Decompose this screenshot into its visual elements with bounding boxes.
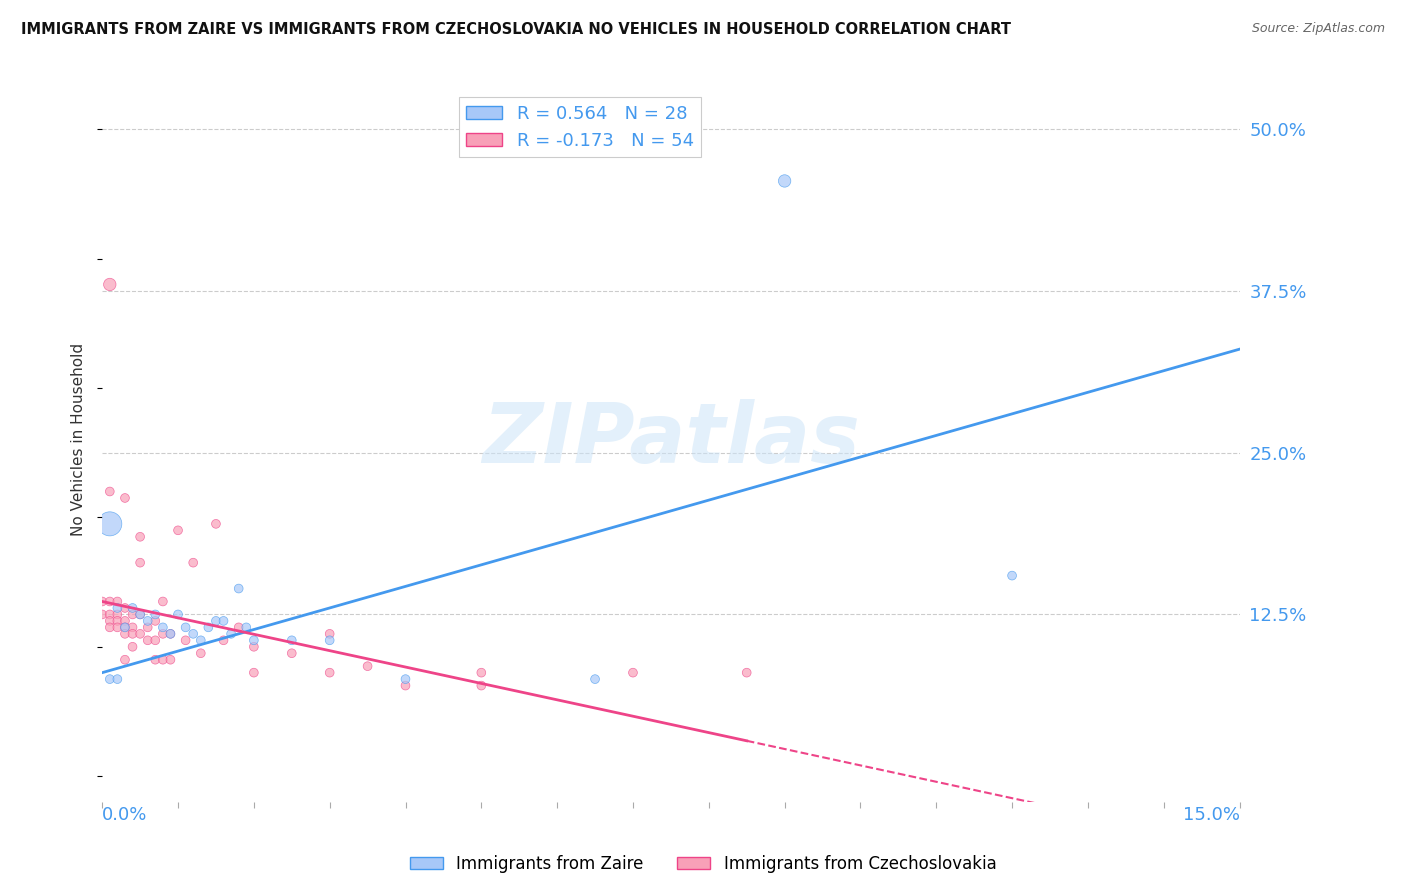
- Point: [121, 627, 143, 641]
- Legend: R = 0.564   N = 28, R = -0.173   N = 54: R = 0.564 N = 28, R = -0.173 N = 54: [458, 97, 702, 157]
- Point: [98, 614, 121, 628]
- Point: [281, 646, 304, 660]
- Point: [167, 607, 190, 622]
- Point: [129, 556, 152, 570]
- Text: Source: ZipAtlas.com: Source: ZipAtlas.com: [1251, 22, 1385, 36]
- Point: [190, 646, 212, 660]
- Point: [105, 607, 128, 622]
- Point: [105, 614, 128, 628]
- Point: [735, 665, 758, 680]
- Point: [129, 607, 152, 622]
- Point: [212, 633, 235, 648]
- Point: [98, 516, 121, 531]
- Point: [243, 640, 266, 654]
- Point: [181, 556, 204, 570]
- Point: [356, 659, 378, 673]
- Point: [143, 653, 166, 667]
- Point: [219, 627, 242, 641]
- Point: [152, 620, 174, 634]
- Y-axis label: No Vehicles in Household: No Vehicles in Household: [72, 343, 86, 536]
- Point: [152, 653, 174, 667]
- Point: [152, 627, 174, 641]
- Point: [228, 582, 250, 596]
- Point: [1001, 568, 1024, 582]
- Point: [212, 614, 235, 628]
- Point: [91, 594, 114, 608]
- Point: [181, 627, 204, 641]
- Point: [98, 594, 121, 608]
- Point: [394, 679, 416, 693]
- Point: [129, 607, 152, 622]
- Point: [190, 633, 212, 648]
- Point: [114, 491, 136, 505]
- Point: [121, 601, 143, 615]
- Point: [143, 607, 166, 622]
- Point: [318, 633, 340, 648]
- Point: [105, 620, 128, 634]
- Point: [114, 620, 136, 634]
- Point: [773, 174, 796, 188]
- Text: 15.0%: 15.0%: [1182, 805, 1240, 823]
- Text: IMMIGRANTS FROM ZAIRE VS IMMIGRANTS FROM CZECHOSLOVAKIA NO VEHICLES IN HOUSEHOLD: IMMIGRANTS FROM ZAIRE VS IMMIGRANTS FROM…: [21, 22, 1011, 37]
- Point: [205, 614, 228, 628]
- Point: [159, 627, 181, 641]
- Text: ZIPatlas: ZIPatlas: [482, 400, 860, 480]
- Point: [91, 607, 114, 622]
- Point: [174, 620, 197, 634]
- Point: [136, 633, 159, 648]
- Point: [114, 627, 136, 641]
- Point: [129, 530, 152, 544]
- Point: [121, 620, 143, 634]
- Legend: Immigrants from Zaire, Immigrants from Czechoslovakia: Immigrants from Zaire, Immigrants from C…: [404, 848, 1002, 880]
- Point: [174, 633, 197, 648]
- Point: [205, 516, 228, 531]
- Point: [129, 627, 152, 641]
- Point: [98, 672, 121, 686]
- Point: [98, 607, 121, 622]
- Point: [394, 672, 416, 686]
- Point: [105, 672, 128, 686]
- Point: [143, 633, 166, 648]
- Point: [98, 620, 121, 634]
- Point: [114, 620, 136, 634]
- Point: [197, 620, 219, 634]
- Point: [159, 627, 181, 641]
- Point: [136, 614, 159, 628]
- Point: [136, 620, 159, 634]
- Point: [114, 653, 136, 667]
- Point: [470, 665, 492, 680]
- Point: [114, 614, 136, 628]
- Point: [98, 484, 121, 499]
- Point: [318, 627, 340, 641]
- Point: [583, 672, 606, 686]
- Point: [281, 633, 304, 648]
- Point: [143, 614, 166, 628]
- Point: [159, 653, 181, 667]
- Point: [105, 594, 128, 608]
- Point: [243, 665, 266, 680]
- Point: [152, 594, 174, 608]
- Point: [121, 640, 143, 654]
- Text: 0.0%: 0.0%: [103, 805, 148, 823]
- Point: [235, 620, 257, 634]
- Point: [243, 633, 266, 648]
- Point: [621, 665, 644, 680]
- Point: [318, 665, 340, 680]
- Point: [98, 277, 121, 292]
- Point: [121, 607, 143, 622]
- Point: [228, 620, 250, 634]
- Point: [114, 601, 136, 615]
- Point: [105, 601, 128, 615]
- Point: [470, 679, 492, 693]
- Point: [167, 524, 190, 538]
